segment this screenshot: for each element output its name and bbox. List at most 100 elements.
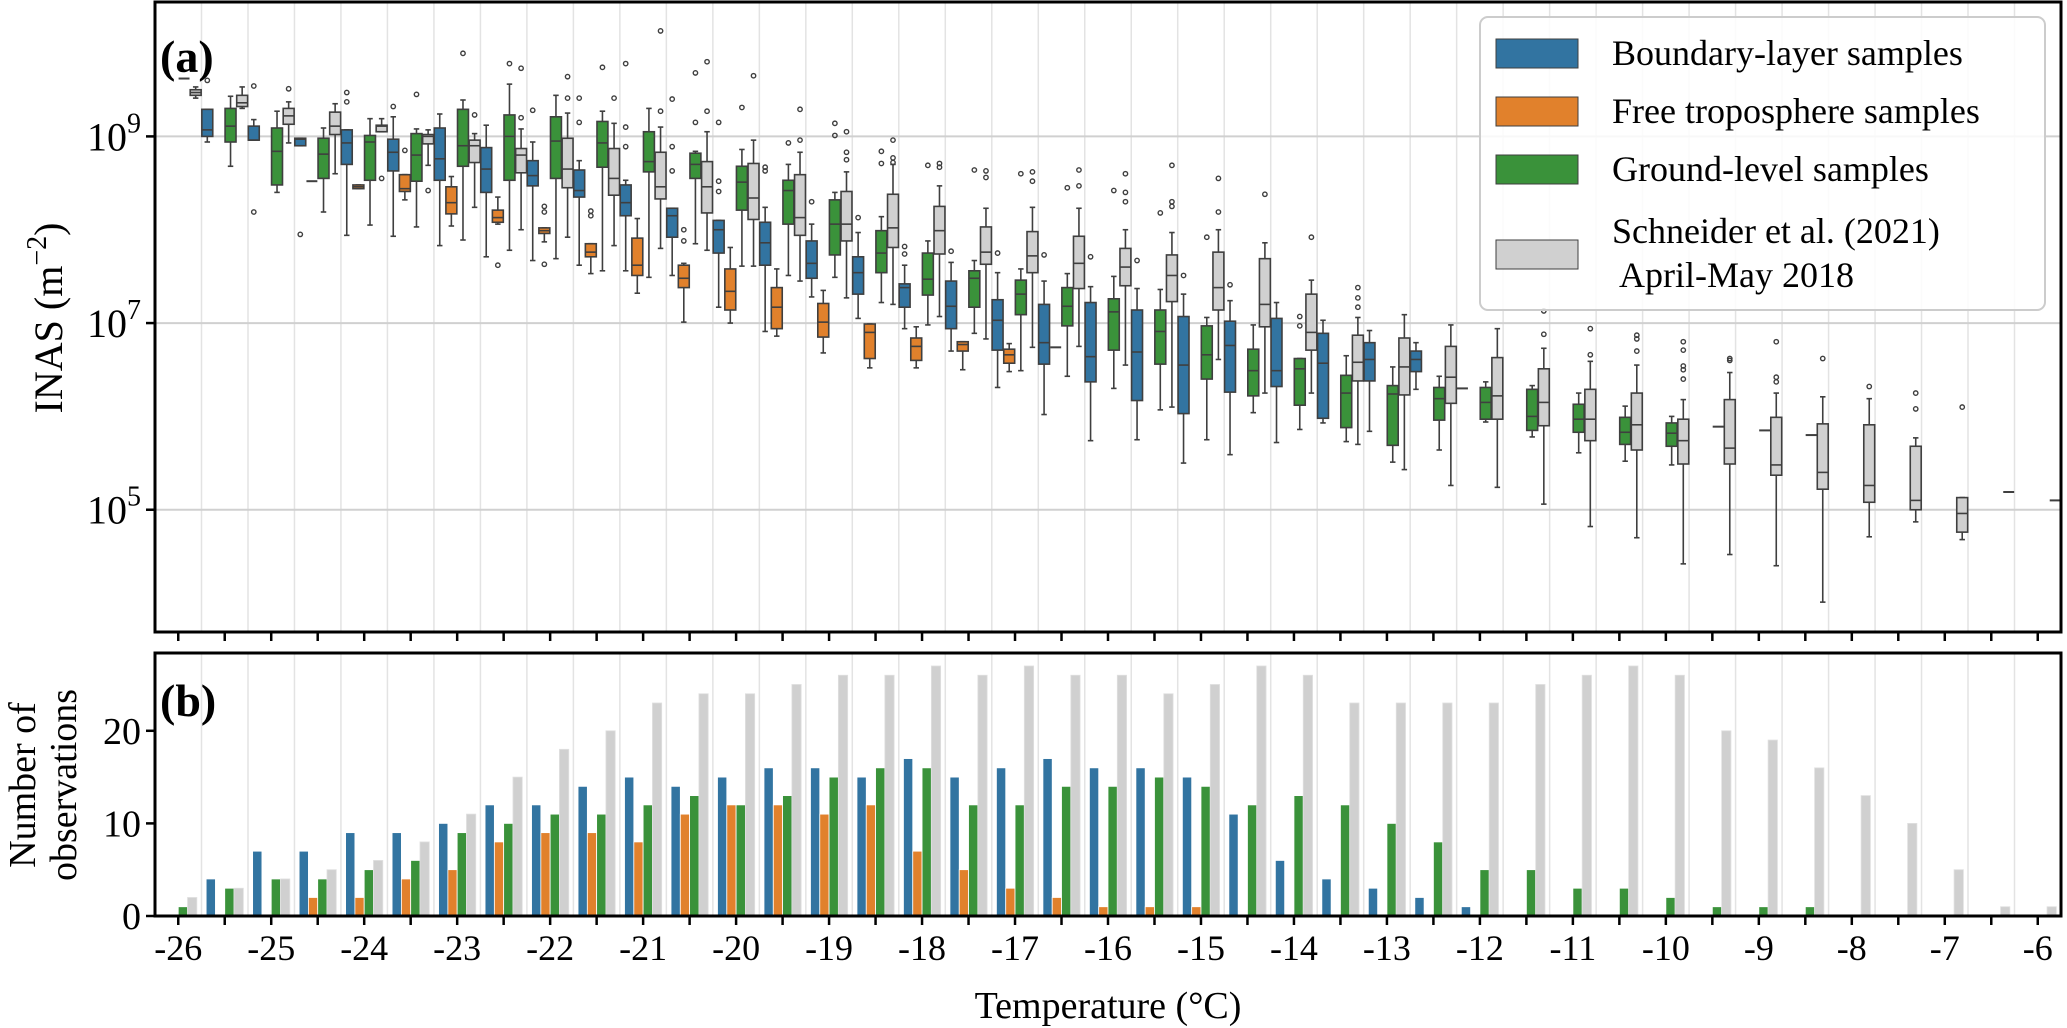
- box-outlier: [878, 148, 885, 155]
- bar-ground-level: [1061, 785, 1072, 917]
- bar-ground-level: [1525, 869, 1537, 917]
- bar-free: [586, 832, 598, 917]
- box-iqr: [1909, 445, 1922, 511]
- box-iqr: [724, 268, 737, 311]
- bar-ground-level: [317, 878, 328, 917]
- box-boundary-layer: [201, 77, 214, 143]
- box-iqr: [1258, 257, 1272, 328]
- box-iqr: [1723, 398, 1737, 465]
- box-iqr: [201, 108, 214, 138]
- bar-schneider: [652, 702, 663, 917]
- box-iqr: [956, 340, 969, 352]
- bar-schneider: [837, 674, 849, 917]
- x-tick-label: -7: [1930, 928, 1960, 968]
- box-outlier: [994, 250, 1001, 256]
- bar-free: [958, 869, 969, 917]
- box-iqr: [747, 162, 760, 221]
- bar-ground-level: [735, 804, 746, 917]
- box-boundary-layer: [247, 83, 261, 215]
- box-schneider: [793, 106, 807, 282]
- bar-schneider: [1442, 702, 1453, 917]
- box-boundary-layer: [851, 214, 865, 320]
- box-iqr: [1305, 293, 1318, 351]
- box-ground-level: [596, 64, 609, 272]
- box-schneider: [1351, 284, 1365, 446]
- bar-schneider: [1302, 674, 1313, 917]
- bar-schneider: [280, 878, 291, 917]
- bar-boundary-layer: [1228, 813, 1239, 917]
- box-iqr: [1363, 341, 1376, 382]
- bar-boundary-layer: [949, 776, 960, 917]
- box-boundary-layer: [944, 248, 958, 352]
- box-ground-level: [1200, 234, 1214, 441]
- bar-free: [400, 878, 412, 917]
- box-boundary-layer: [479, 124, 493, 258]
- box-boundary-layer: [1037, 252, 1051, 416]
- bar-ground-level: [1433, 841, 1444, 917]
- box-boundary-layer: [1084, 253, 1097, 442]
- box-outlier: [541, 261, 548, 268]
- box-boundary-layer: [712, 119, 725, 309]
- box-outlier: [250, 209, 257, 215]
- bar-ground-level: [1572, 887, 1583, 917]
- box-iqr: [1665, 422, 1678, 448]
- y-tick-label-base: 10: [87, 301, 127, 346]
- box-outlier: [669, 143, 676, 150]
- box-outlier: [1029, 168, 1036, 175]
- box-free: [445, 175, 458, 227]
- box-outlier: [1227, 281, 1233, 288]
- box-iqr: [1247, 348, 1260, 397]
- box-schneider: [1444, 324, 1458, 487]
- bar-ground-level: [224, 887, 235, 917]
- box-schneider: [840, 128, 853, 299]
- box-iqr: [1409, 350, 1423, 373]
- x-tick-label: -15: [1177, 928, 1225, 968]
- box-outlier: [704, 108, 710, 115]
- box-iqr: [979, 226, 993, 266]
- box-outlier: [936, 164, 943, 171]
- box-outlier: [715, 119, 722, 126]
- bar-boundary-layer: [717, 776, 728, 917]
- box-iqr: [247, 125, 261, 141]
- bar-schneider: [512, 776, 523, 917]
- box-outlier: [704, 58, 710, 65]
- box-ground-level: [1061, 184, 1074, 378]
- box-schneider: [1305, 234, 1318, 394]
- box-outlier: [576, 95, 583, 102]
- box-outlier: [1587, 351, 1594, 358]
- box-iqr: [828, 199, 842, 256]
- box-schneider: [1212, 175, 1225, 361]
- box-free: [770, 268, 784, 337]
- box-schneider: [607, 95, 621, 247]
- bar-schneider: [233, 887, 244, 917]
- box-iqr: [1630, 392, 1644, 451]
- box-iqr: [375, 124, 388, 133]
- bar-boundary-layer: [345, 832, 356, 917]
- bar-ground-level: [363, 869, 374, 917]
- bar-schneider: [1674, 674, 1685, 917]
- box-iqr: [1339, 374, 1353, 429]
- bar-schneider: [1256, 665, 1267, 917]
- box-outlier: [1296, 322, 1303, 329]
- box-ground-level: [224, 95, 237, 168]
- box-schneider: [979, 168, 993, 340]
- box-outlier: [1680, 376, 1687, 382]
- box-ground-level: [1525, 384, 1539, 438]
- box-outlier: [564, 95, 571, 102]
- box-iqr: [1491, 356, 1504, 421]
- box-schneider: [282, 85, 295, 144]
- box-iqr: [735, 165, 749, 211]
- box-free: [956, 340, 969, 371]
- box-iqr: [886, 193, 900, 249]
- box-iqr: [665, 207, 679, 238]
- box-outlier: [831, 132, 838, 139]
- box-outlier: [1041, 252, 1047, 258]
- bar-boundary-layer: [298, 850, 309, 917]
- bar-schneider: [1023, 665, 1035, 917]
- box-free: [352, 184, 365, 190]
- legend-label-schneider: Schneider et al. (2021): [1612, 211, 1940, 251]
- box-outlier: [1122, 170, 1129, 177]
- box-boundary-layer: [1223, 281, 1237, 456]
- box-iqr: [317, 137, 330, 180]
- box-schneider: [1769, 338, 1783, 567]
